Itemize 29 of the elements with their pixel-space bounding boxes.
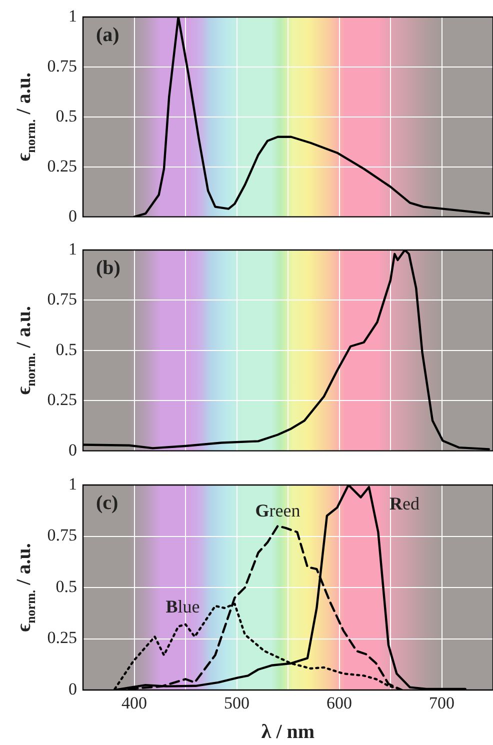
y-tick-label: 0 xyxy=(68,679,77,698)
chart-title: (b) xyxy=(96,257,120,280)
y-tick-label: 0.5 xyxy=(56,576,77,596)
x-tick-label: 500 xyxy=(224,694,250,713)
y-tick-label: 0.25 xyxy=(47,156,77,176)
y-tick-label: 0.75 xyxy=(47,526,77,545)
y-tick-label: 0.75 xyxy=(47,56,77,76)
x-tick-label: 700 xyxy=(429,694,454,713)
y-tick-label: 1 xyxy=(68,6,77,26)
series-label: Green xyxy=(255,500,300,521)
chart-title: (c) xyxy=(96,492,118,514)
y-tick-label: 0 xyxy=(68,206,77,226)
y-tick-label: 0.25 xyxy=(47,628,77,648)
y-tick-label: 0.5 xyxy=(56,106,77,126)
series-label: Blue xyxy=(166,596,200,617)
y-tick-label: 0.5 xyxy=(56,340,77,359)
y-tick-label: 0 xyxy=(68,440,77,460)
x-tick-label: 400 xyxy=(122,694,147,713)
x-axis-title: λ / nm xyxy=(261,721,315,744)
y-tick-label: 0.25 xyxy=(47,390,77,410)
y-tick-label: 0.75 xyxy=(47,290,77,309)
y-axis-title: ϵnorm. / a.u. xyxy=(13,72,38,162)
y-tick-label: 1 xyxy=(68,474,77,494)
x-tick-label: 600 xyxy=(326,694,352,713)
series-label: Red xyxy=(389,494,420,514)
y-axis-title: ϵnorm. / a.u. xyxy=(13,543,38,632)
y-axis-title: ϵnorm. / a.u. xyxy=(13,306,38,395)
y-tick-label: 1 xyxy=(68,239,77,258)
chart-title: (a) xyxy=(96,24,120,46)
